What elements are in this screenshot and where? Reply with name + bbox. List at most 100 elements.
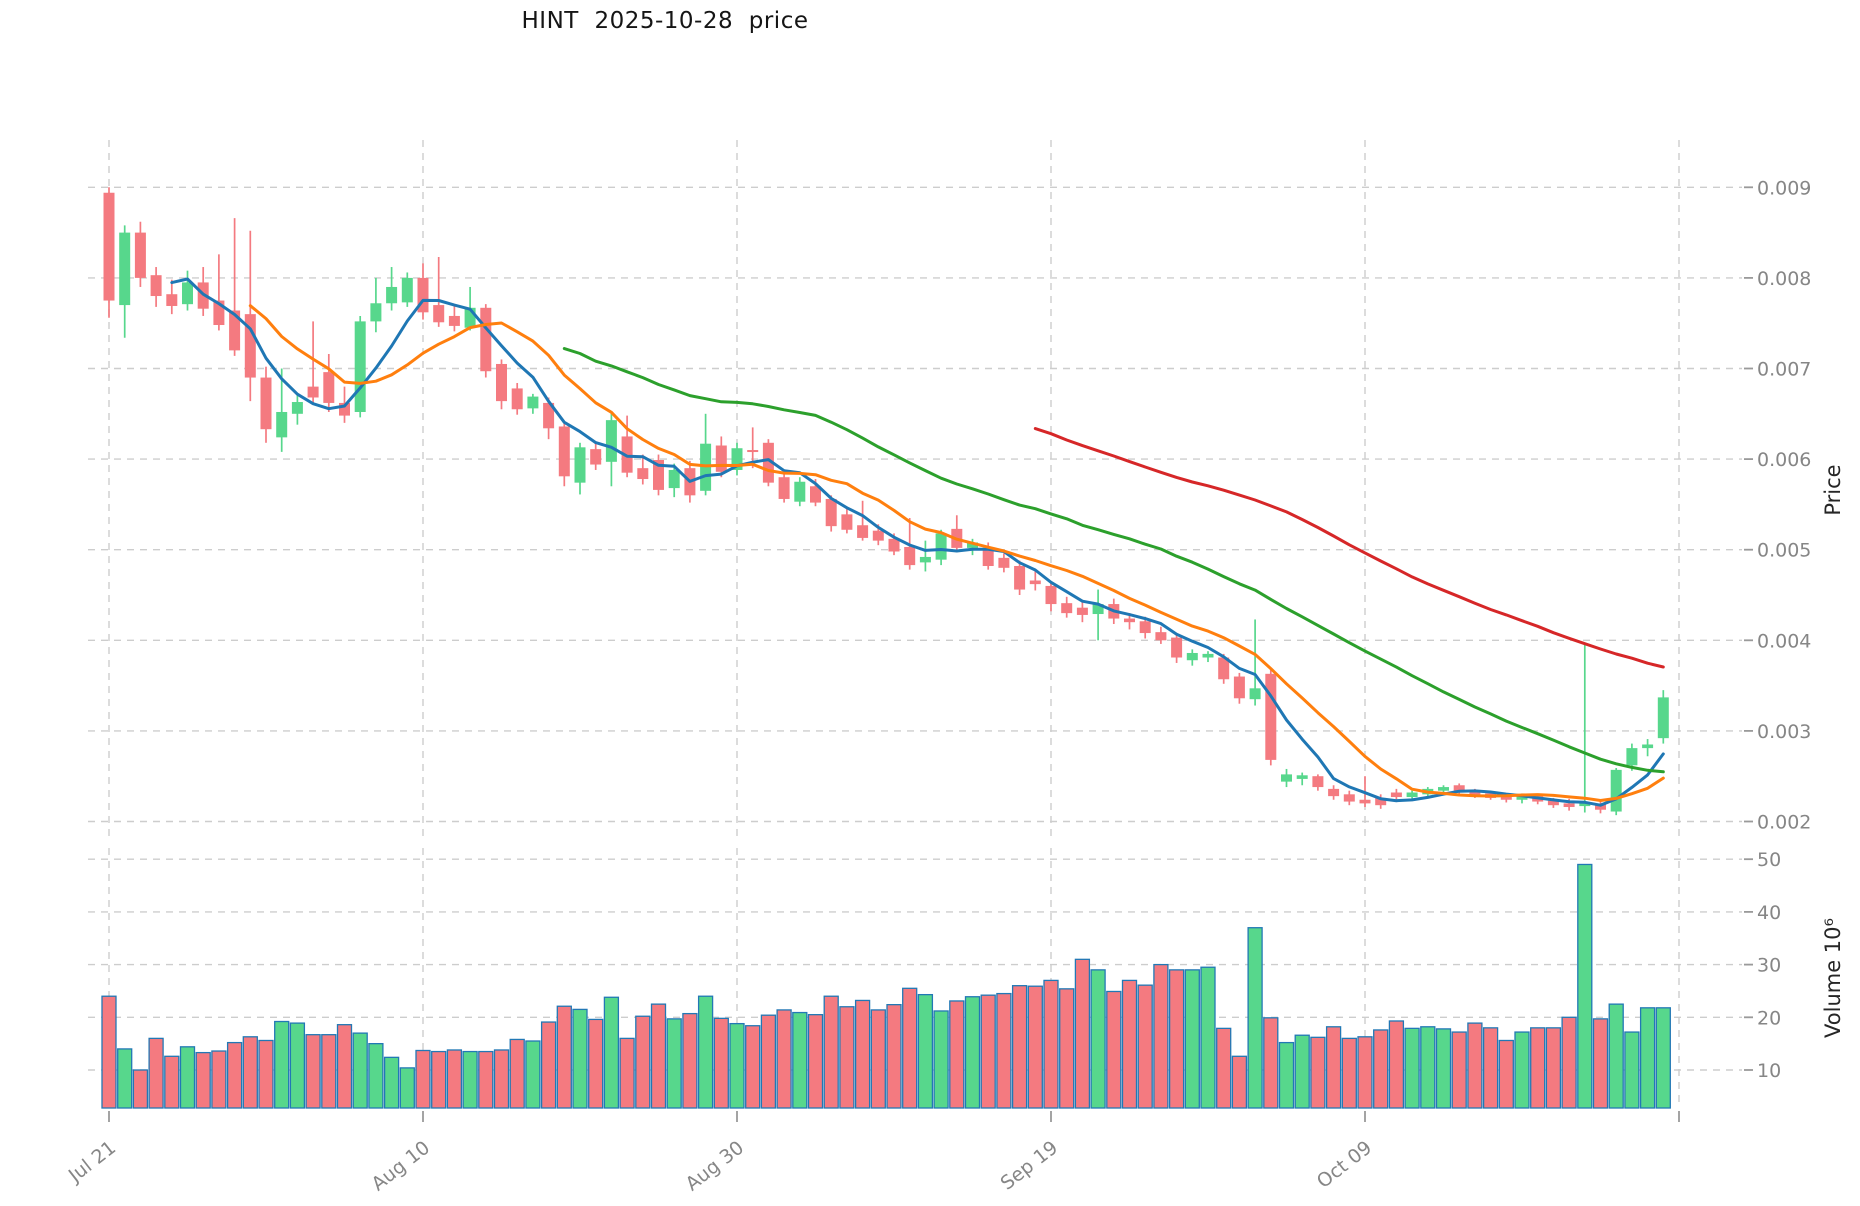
date-tick-label: Sep 19: [997, 1137, 1063, 1195]
price-tick-label: 0.007: [1757, 359, 1811, 381]
candle-body-2025-08-22: [605, 420, 617, 462]
volume-bar-2025-07-30: [242, 1036, 258, 1109]
candle-body-2025-08-04: [323, 372, 335, 403]
volume-bar-2025-10-03: [1263, 1017, 1279, 1109]
volume-bar-2025-09-04: [807, 1014, 824, 1109]
candle-body-2025-08-02: [291, 402, 303, 414]
candle-body-2025-08-06: [354, 321, 366, 412]
volume-bar-2025-08-27: [682, 1012, 698, 1109]
candle-body-2025-07-31: [260, 377, 272, 430]
candle-body-2025-10-28: [1657, 697, 1669, 739]
volume-bar-2025-09-02: [776, 1009, 792, 1109]
volume-bar-2025-09-22: [1090, 969, 1106, 1109]
candle-body-2025-08-24: [637, 468, 649, 480]
volume-bar-2025-10-05: [1294, 1034, 1310, 1109]
volume-bar-2025-10-27: [1639, 1007, 1656, 1109]
volume-bar-2025-09-08: [870, 1009, 886, 1109]
candle-body-2025-10-15: [1453, 785, 1465, 791]
candle-body-2025-09-04: [810, 486, 821, 503]
candle-body-2025-08-17: [527, 396, 539, 409]
volume-bar-2025-09-13: [949, 1000, 965, 1109]
volume-panel: [101, 863, 1671, 1109]
volume-bar-2025-09-19: [1043, 979, 1059, 1109]
volume-bar-2025-09-15: [980, 994, 996, 1109]
volume-bar-2025-07-29: [226, 1041, 243, 1109]
volume-bar-2025-08-23: [619, 1037, 635, 1109]
date-tick-label: Aug 30: [681, 1137, 748, 1196]
candle-body-2025-10-26: [1626, 748, 1638, 766]
candle-body-2025-10-24: [1595, 804, 1606, 810]
candle-body-2025-08-12: [448, 315, 460, 326]
candle-body-2025-09-30: [1218, 657, 1230, 680]
candle-body-2025-10-01: [1233, 676, 1245, 699]
volume-bar-2025-07-23: [132, 1069, 149, 1109]
candle-body-2025-09-22: [1092, 604, 1104, 615]
volume-bar-2025-08-06: [352, 1032, 368, 1109]
volume-bar-2025-10-21: [1545, 1027, 1562, 1109]
volume-bar-2025-08-13: [462, 1050, 478, 1109]
volume-bar-2025-08-30: [729, 1022, 745, 1109]
volume-bar-2025-09-24: [1121, 979, 1138, 1109]
volume-bar-2025-10-11: [1388, 1020, 1405, 1109]
volume-bar-2025-07-25: [164, 1055, 180, 1109]
volume-axis-title: Volume 10⁶: [1821, 918, 1845, 1038]
volume-bar-2025-08-29: [713, 1017, 729, 1109]
candle-body-2025-10-09: [1359, 799, 1371, 804]
date-tick-label: Jul 21: [64, 1137, 120, 1188]
ma-line-30: [562, 347, 1665, 774]
candle-body-2025-10-21: [1547, 800, 1559, 806]
candle-body-2025-08-10: [417, 277, 429, 313]
price-tick-label: 0.004: [1757, 630, 1811, 652]
candle-body-2025-08-11: [433, 305, 445, 323]
price-tick-label: 0.009: [1757, 177, 1811, 199]
candle-body-2025-08-26: [668, 469, 680, 489]
candle-body-2025-09-10: [904, 546, 916, 566]
candle-body-2025-09-15: [982, 547, 994, 567]
volume-bar-2025-10-15: [1451, 1031, 1467, 1109]
volume-bar-2025-08-17: [525, 1040, 541, 1109]
volume-bar-2025-08-03: [305, 1034, 321, 1109]
ma-line-5: [170, 277, 1665, 807]
price-panel: [103, 187, 1669, 816]
volume-bar-2025-08-22: [603, 996, 620, 1109]
candle-body-2025-09-24: [1124, 618, 1135, 623]
volume-bar-2025-08-08: [383, 1056, 400, 1109]
candle-body-2025-07-26: [182, 282, 193, 305]
volume-bar-2025-08-25: [650, 1003, 667, 1109]
volume-tick-label: 10: [1757, 1060, 1781, 1082]
candle-body-2025-08-25: [653, 460, 664, 490]
candle-body-2025-09-20: [1061, 603, 1073, 614]
volume-bar-2025-08-26: [666, 1018, 682, 1109]
candle-body-2025-09-18: [1029, 580, 1041, 585]
volume-bar-2025-10-04: [1278, 1041, 1295, 1109]
candle-body-2025-07-24: [150, 275, 162, 297]
candle-body-2025-09-08: [872, 530, 884, 541]
volume-bar-2025-10-16: [1467, 1022, 1483, 1109]
candle-body-2025-10-27: [1642, 744, 1654, 749]
candle-body-2025-09-01: [762, 442, 774, 483]
candle-body-2025-08-08: [386, 286, 398, 304]
volume-bar-2025-07-31: [258, 1039, 274, 1109]
volume-bar-2025-10-18: [1498, 1039, 1514, 1109]
volume-bar-2025-10-07: [1325, 1026, 1342, 1109]
volume-bar-2025-09-20: [1059, 988, 1075, 1109]
volume-bar-2025-10-02: [1247, 927, 1263, 1109]
volume-bar-2025-09-05: [823, 995, 839, 1109]
price-tick-label: 0.006: [1757, 449, 1811, 471]
volume-bar-2025-09-14: [964, 996, 981, 1109]
volume-bar-2025-09-18: [1027, 985, 1043, 1109]
candle-body-2025-09-06: [841, 514, 853, 530]
candle-body-2025-08-20: [574, 447, 586, 483]
volume-bar-2025-07-28: [211, 1050, 227, 1109]
volume-bar-2025-08-07: [368, 1043, 384, 1109]
ma-line-10: [248, 304, 1665, 802]
volume-bar-2025-10-09: [1357, 1036, 1373, 1109]
candle-body-2025-09-26: [1155, 632, 1167, 641]
grid-layer: [88, 140, 1742, 1108]
volume-bar-2025-08-15: [493, 1049, 510, 1109]
volume-bar-2025-10-14: [1435, 1028, 1452, 1109]
volume-bar-2025-07-27: [195, 1051, 211, 1109]
candle-body-2025-08-09: [401, 277, 413, 303]
volume-bar-2025-09-11: [917, 993, 934, 1109]
candle-body-2025-07-25: [166, 294, 178, 306]
